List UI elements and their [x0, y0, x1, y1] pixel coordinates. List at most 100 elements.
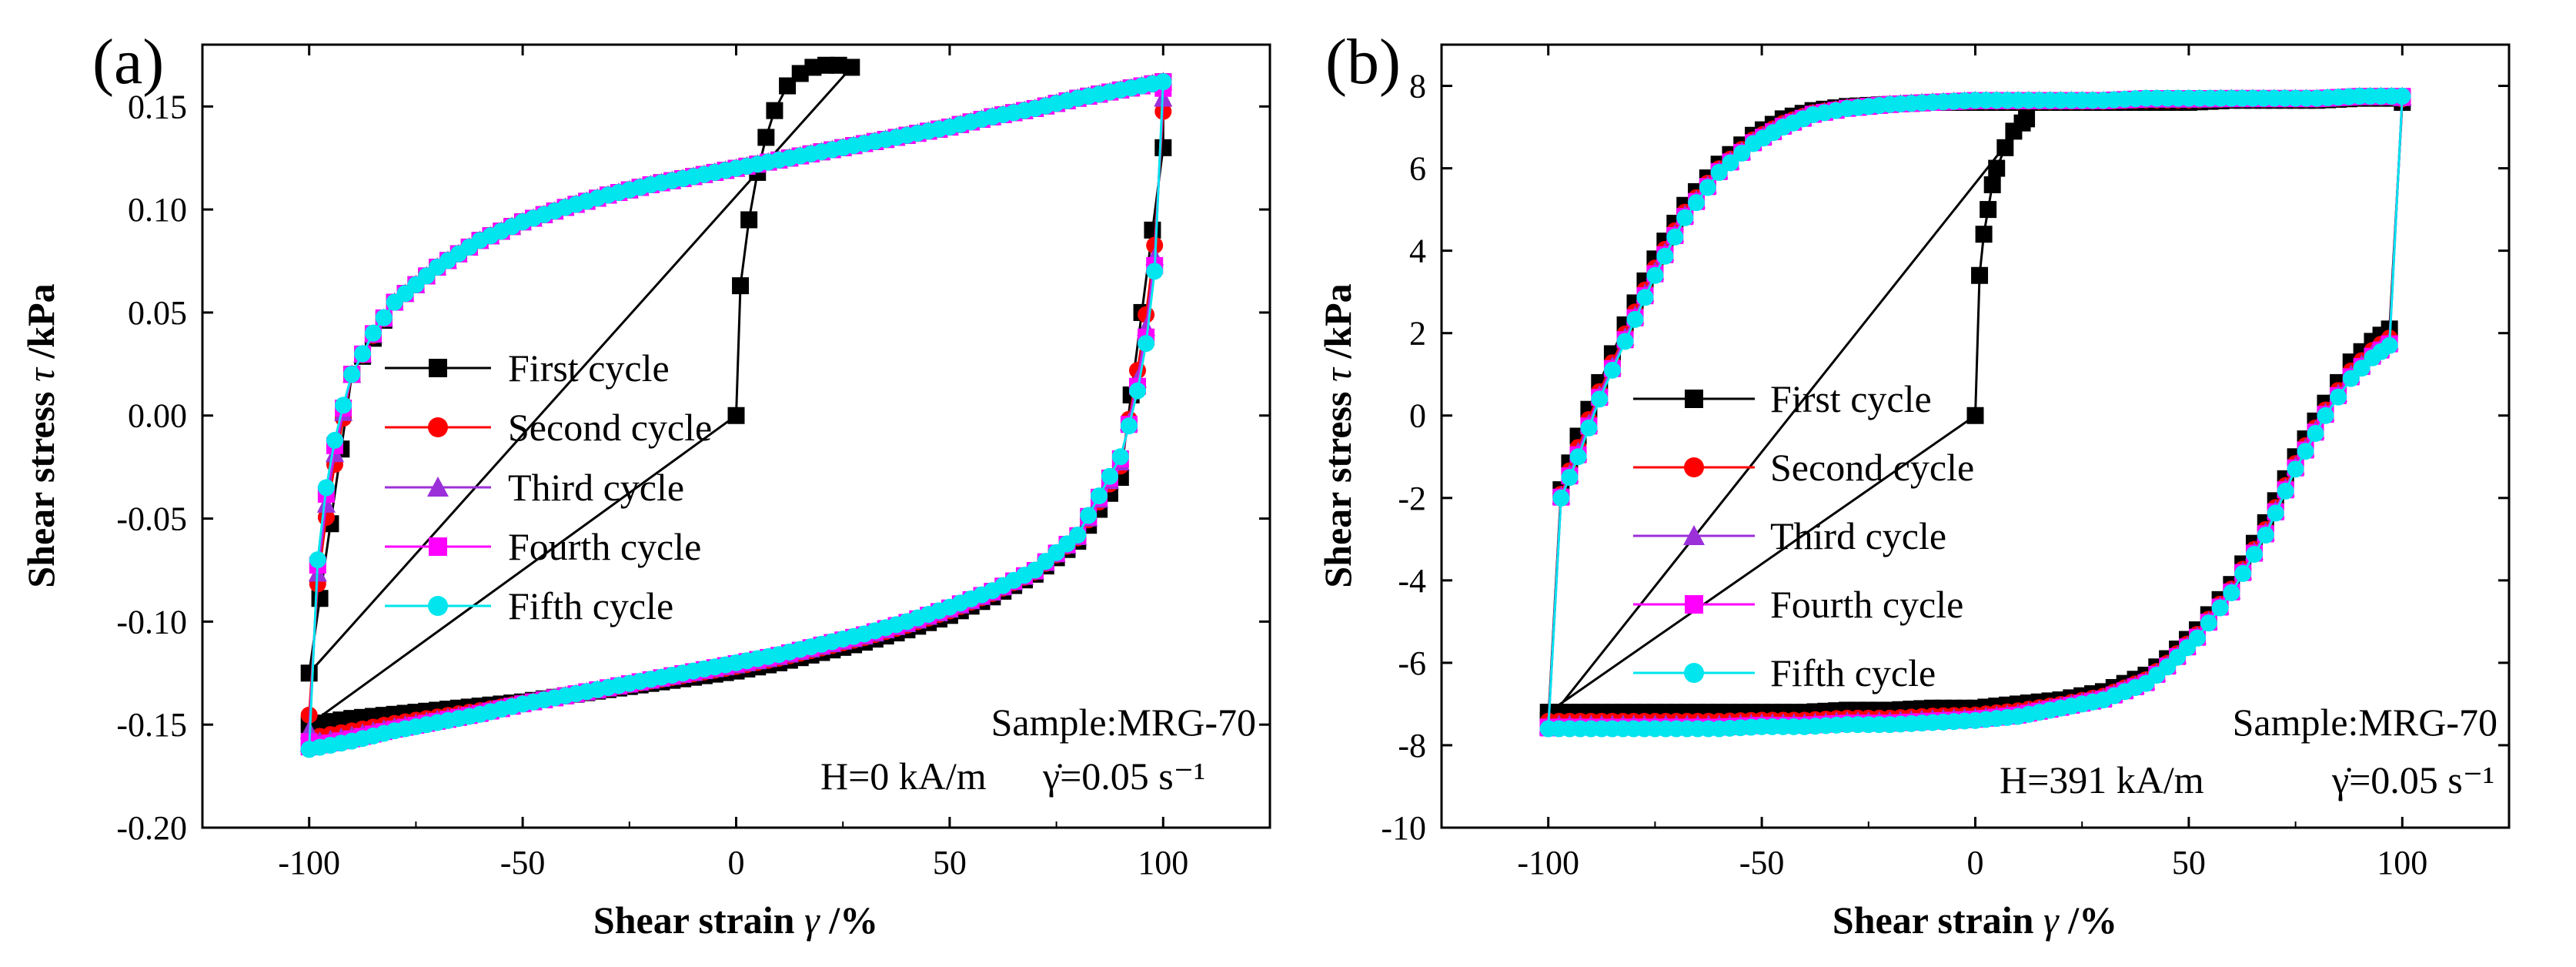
data-point-fifth-cycle — [1636, 289, 1654, 306]
legend-label-third-cycle: Third cycle — [508, 466, 684, 509]
x-tick-label: 100 — [1138, 844, 1188, 882]
data-point-first-cycle — [732, 277, 750, 295]
data-point-fifth-cycle — [2307, 424, 2324, 442]
data-point-fifth-cycle — [2234, 564, 2252, 582]
legend-label-fifth-cycle: Fifth cycle — [508, 584, 673, 627]
data-point-fifth-cycle — [335, 397, 352, 414]
data-point-first-cycle — [817, 56, 835, 74]
axis-ticks: -100 -50 0 50 100 -0.20 -0.15 -0.10 -0.05 0.00 0.0… — [116, 45, 1271, 882]
data-point-fifth-cycle — [2297, 443, 2314, 460]
data-point-fifth-cycle — [1580, 419, 1598, 437]
y-tick-label: 0 — [1409, 397, 1426, 435]
data-point-fifth-cycle — [1646, 266, 1664, 284]
legend-swatch-fifth-cycle — [1633, 663, 1755, 683]
data-point-first-cycle — [1154, 139, 1172, 156]
legend-label-fourth-cycle: Fourth cycle — [1770, 583, 1963, 626]
data-point-fifth-cycle — [2200, 614, 2217, 632]
y-tick-label: -4 — [1398, 562, 1426, 600]
data-point-first-cycle — [1966, 407, 1984, 424]
data-point-fifth-cycle — [1666, 228, 1684, 246]
data-point-fifth-cycle — [1626, 310, 1644, 328]
data-point-first-cycle — [1988, 159, 2006, 177]
series-first-cycle — [300, 56, 1172, 734]
legend-swatch-second-cycle — [1633, 457, 1755, 477]
field-annotation: H=0 kA/m — [820, 755, 987, 798]
data-point-first-cycle — [830, 56, 847, 74]
data-point-first-cycle — [1980, 201, 1997, 219]
field-annotation: H=391 kA/m — [2000, 758, 2204, 801]
y-tick-label: -8 — [1398, 727, 1426, 765]
legend-label-third-cycle: Third cycle — [1770, 514, 1946, 557]
legend-label-first-cycle: First cycle — [508, 346, 670, 390]
data-point-first-cycle — [300, 664, 318, 682]
data-point-fifth-cycle — [2353, 360, 2371, 377]
data-point-fifth-cycle — [1676, 209, 1694, 226]
y-tick-label: 2 — [1409, 315, 1426, 353]
data-point-fifth-cycle — [1656, 247, 1674, 265]
legend-swatch-fifth-cycle — [385, 596, 491, 616]
series-fifth-cycle — [1539, 87, 2411, 738]
data-point-fifth-cycle — [1552, 489, 1570, 507]
data-point-fifth-cycle — [2211, 599, 2229, 617]
legend-label-first-cycle: First cycle — [1770, 377, 1932, 420]
data-point-fifth-cycle — [2364, 349, 2381, 366]
data-point-fifth-cycle — [1561, 469, 1579, 487]
x-tick-label: 0 — [1967, 844, 1984, 882]
y-tick-label: -0.15 — [116, 706, 187, 744]
data-point-fifth-cycle — [1591, 390, 1609, 408]
legend-label-second-cycle: Second cycle — [1770, 446, 1974, 489]
data-point-first-cycle — [1971, 266, 1989, 284]
x-tick-label: 50 — [933, 844, 967, 882]
data-point-fifth-cycle — [375, 309, 393, 326]
legend-swatch-fourth-cycle — [385, 537, 491, 556]
rate-annotation: γ̇=0.05 s⁻¹ — [2331, 758, 2494, 801]
y-axis-title: Shear stress τ /kPa — [19, 283, 62, 587]
legend-label-fifth-cycle: Fifth cycle — [1770, 651, 1936, 694]
data-point-first-cycle — [804, 59, 822, 76]
data-point-fifth-cycle — [2330, 388, 2347, 406]
data-point-first-cycle — [2018, 110, 2036, 128]
data-point-first-cycle — [779, 77, 797, 95]
y-tick-label: -0.10 — [116, 603, 187, 641]
data-point-fifth-cycle — [1616, 333, 1634, 350]
data-point-fifth-cycle — [326, 431, 343, 449]
rate-annotation: γ̇=0.05 s⁻¹ — [1042, 755, 1205, 798]
y-tick-label: -10 — [1381, 809, 1426, 847]
data-point-fifth-cycle — [2317, 407, 2334, 424]
y-axis-title: Shear stress τ /kPa — [1316, 283, 1359, 587]
sample-annotation: Sample:MRG-70 — [2233, 701, 2497, 744]
data-point-fifth-cycle — [364, 324, 382, 342]
x-axis-title: Shear strain γ /% — [1833, 898, 2117, 942]
data-point-fifth-cycle — [2223, 584, 2240, 601]
legend-swatch-fourth-cycle — [1633, 595, 1755, 614]
y-tick-label: -0.05 — [116, 500, 187, 538]
series-fifth-cycle — [300, 73, 1172, 758]
legend-swatch-third-cycle — [1633, 525, 1755, 545]
data-point-fifth-cycle — [1733, 144, 1751, 162]
legend-swatch-first-cycle — [385, 359, 491, 377]
data-point-fifth-cycle — [1539, 720, 1557, 738]
series-first-cycle — [1539, 89, 2411, 729]
panel-a: -100 -50 0 50 100 -0.20 -0.15 -0.10 -0.05 0.00 0.0… — [19, 26, 1271, 942]
data-point-fifth-cycle — [1138, 335, 1155, 353]
y-tick-label: 0.05 — [128, 294, 187, 332]
data-point-fifth-cycle — [1080, 507, 1098, 524]
y-tick-label: 0.10 — [128, 191, 187, 229]
y-tick-label: 8 — [1409, 68, 1426, 105]
y-tick-label: 0.15 — [128, 88, 187, 125]
x-axis-title: Shear strain γ /% — [593, 898, 878, 942]
data-point-fifth-cycle — [1603, 361, 1621, 379]
data-point-fifth-cycle — [2277, 482, 2294, 500]
data-point-fifth-cycle — [2245, 545, 2263, 563]
data-point-fifth-cycle — [1120, 417, 1138, 435]
x-tick-label: -100 — [278, 844, 340, 882]
x-tick-label: 0 — [728, 844, 745, 882]
x-tick-label: -50 — [500, 844, 546, 882]
y-tick-label: 6 — [1409, 150, 1426, 188]
y-tick-label: -6 — [1398, 644, 1426, 682]
x-tick-label: 50 — [2172, 844, 2206, 882]
x-tick-label: 100 — [2377, 844, 2427, 882]
legend-swatch-third-cycle — [385, 477, 491, 497]
legend-swatch-second-cycle — [385, 417, 491, 437]
